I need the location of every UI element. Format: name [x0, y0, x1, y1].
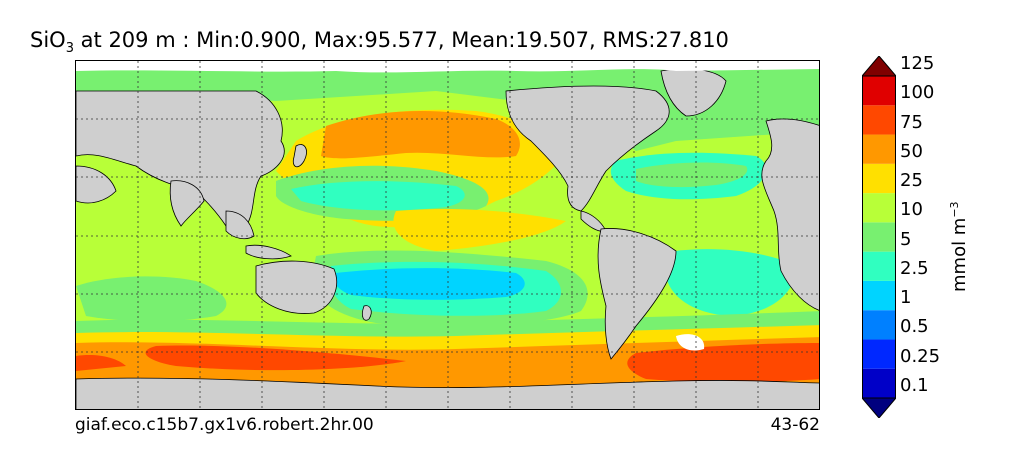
colorbar-swatch	[862, 368, 896, 398]
years-label: 43-62	[770, 415, 820, 435]
australia-land	[255, 260, 338, 314]
missing-patch	[676, 334, 705, 351]
colorbar-tick-label: 10	[900, 199, 923, 221]
colorbar-swatch	[862, 105, 896, 135]
colorbar-units-label: mmol m−3	[948, 201, 970, 292]
colorbar-swatch	[862, 310, 896, 340]
missing-arctic	[76, 61, 819, 73]
io-green	[76, 276, 227, 322]
map-panel	[75, 60, 820, 410]
colorbar-tick-label: 50	[900, 140, 923, 162]
colorbar-swatch	[862, 222, 896, 252]
colorbar-swatch	[862, 339, 896, 369]
so-red-west	[145, 345, 406, 371]
silicate-map	[76, 61, 819, 409]
colorbar-swatch	[862, 193, 896, 223]
colorbar-swatch	[862, 251, 896, 281]
india-land	[169, 180, 205, 227]
colorbar-tick-label: 125	[900, 53, 935, 74]
africa-europe-east-land	[761, 118, 819, 311]
so-red-east	[627, 343, 819, 382]
colorbar	[862, 56, 896, 418]
japan-land	[292, 144, 307, 168]
colorbar-tick-label: 100	[900, 82, 935, 104]
colorbar-extend-min	[862, 397, 896, 418]
eq-pacific-yellow	[393, 209, 566, 251]
north-pacific-orange	[321, 110, 520, 159]
colorbar-tick-label: 75	[900, 111, 923, 133]
colorbar-swatch	[862, 134, 896, 164]
africa-land	[76, 165, 117, 204]
sp-blue	[334, 268, 525, 300]
new-zealand-land	[361, 305, 372, 321]
sa-cyan	[666, 249, 796, 316]
colorbar-tick-label: 25	[900, 170, 923, 192]
gridlines	[76, 61, 819, 409]
map-title: SiO3 at 209 m : Min:0.900, Max:95.577, M…	[30, 28, 729, 57]
colorbar-swatch	[862, 163, 896, 194]
colorbar-swatch	[862, 76, 896, 106]
colorbar-tick-label: 5	[900, 228, 912, 250]
indochina-land	[225, 210, 255, 240]
colorbar-swatch	[862, 280, 896, 311]
colorbar-tick-label: 0.25	[900, 345, 941, 367]
colorbar-frame	[862, 75, 896, 399]
na-green	[636, 162, 748, 188]
so-red-edge	[76, 355, 126, 371]
np-cyan	[291, 181, 465, 211]
colorbar-tick-label: 0.5	[900, 316, 929, 338]
colorbar-extend-max	[862, 56, 896, 77]
colorbar-tick-label: 0.1	[900, 375, 929, 396]
case-name-label: giaf.eco.c15b7.gx1v6.robert.2hr.00	[75, 415, 374, 435]
colorbar-tick-label: 2.5	[900, 257, 929, 279]
colorbar-tick-label: 1	[900, 287, 912, 309]
indonesia-land	[245, 244, 292, 260]
